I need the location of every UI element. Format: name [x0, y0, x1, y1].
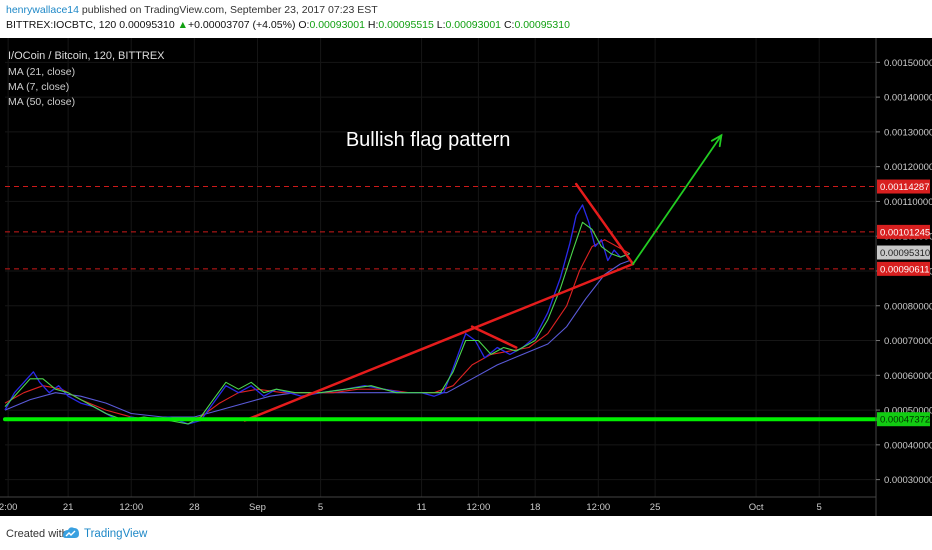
- x-tick-label: 12:00: [119, 502, 143, 513]
- x-tick-label: 12:00: [466, 502, 490, 513]
- open-label: O:: [298, 19, 310, 31]
- drawing-flag-pole-lower: [243, 262, 635, 422]
- x-tick-label: 25: [650, 502, 661, 513]
- forecast-arrowhead-icon: [710, 133, 723, 148]
- open-value: 0.00093001: [309, 19, 365, 31]
- last-price: 0.00095310: [119, 19, 175, 31]
- chart-footer: Created with TradingView: [0, 518, 932, 550]
- price-chart[interactable]: 0.00030000 0.00040000 0.00050000 0.00060000…: [0, 38, 932, 516]
- bullish-flag-annotation: Bullish flag pattern: [346, 129, 511, 151]
- price-level-badge-label: 0.00101245: [880, 227, 930, 238]
- time-axis[interactable]: 2:00 21 12:00 28 Sep 5 11 12:00 18 12:00 25 Oct 5: [0, 502, 822, 513]
- y-tick-label: 0.00060000: [884, 371, 932, 382]
- symbol-label: BITTREX:IOCBTC, 120: [6, 19, 117, 31]
- ohlc-line: BITTREX:IOCBTC, 120 0.00095310 ▲+0.00003…: [6, 19, 570, 31]
- price-level-badge-box: [877, 179, 930, 194]
- chart-legend: I/OCoin / Bitcoin, 120, BITTREX MA (21, …: [8, 50, 165, 108]
- chart-header: henrywallace14 published on TradingView.…: [0, 0, 932, 36]
- x-tick-label: 5: [817, 502, 822, 513]
- y-tick-label: 0.00030000: [884, 475, 932, 486]
- drawing-flag-upper-2: [574, 182, 635, 266]
- series-lines: [4, 204, 631, 425]
- y-tick-label: 0.00150000: [884, 58, 932, 69]
- x-tick-label: 2:00: [0, 502, 17, 513]
- x-tick-label: 11: [417, 502, 427, 513]
- price-level-lines: [5, 186, 876, 270]
- legend-ma7: MA (7, close): [8, 81, 69, 93]
- price-level-badge-box: [877, 261, 930, 276]
- y-tick-label: 0.00050000: [884, 406, 932, 417]
- created-with-label: Created with: [6, 528, 68, 540]
- drawing-tools: [3, 133, 878, 422]
- price-change: +0.00003707 (+4.05%): [188, 19, 296, 31]
- y-tick-label: 0.00080000: [884, 301, 932, 312]
- y-tick-label: 0.00070000: [884, 336, 932, 347]
- legend-ma21: MA (21, close): [8, 66, 75, 78]
- high-value: 0.00095515: [378, 19, 434, 31]
- series-line-ma7: [4, 221, 630, 425]
- support-price-badge-box: [877, 412, 930, 427]
- price-level-badge-label: 0.00114287: [880, 182, 930, 193]
- close-value: 0.00095310: [514, 19, 570, 31]
- published-text: published on TradingView.com, September …: [81, 4, 378, 16]
- x-tick-label: 18: [530, 502, 541, 513]
- x-tick-label: Sep: [249, 502, 266, 513]
- low-value: 0.00093001: [445, 19, 502, 31]
- y-tick-label: 0.00040000: [884, 440, 932, 451]
- drawing-forecast-arrow: [632, 134, 723, 265]
- chart-background: [0, 38, 932, 516]
- series-line-ma21: [4, 239, 631, 422]
- up-arrow-icon: ▲: [177, 19, 189, 31]
- x-tick-label: 21: [63, 502, 74, 513]
- price-level-badge-box: [877, 224, 930, 239]
- x-tick-label: Oct: [749, 502, 764, 513]
- y-tick-label: 0.00110000: [884, 197, 932, 208]
- close-label: C:: [503, 19, 515, 31]
- tradingview-brand-link[interactable]: TradingView: [84, 528, 148, 540]
- x-tick-label: 12:00: [586, 502, 610, 513]
- drawing-flag-upper-1: [470, 325, 518, 349]
- legend-title: I/OCoin / Bitcoin, 120, BITTREX: [8, 50, 165, 62]
- last-price-badge-label: 0.00095310: [880, 248, 930, 259]
- tradingview-logo-icon: [63, 527, 79, 538]
- y-tick-label: 0.00120000: [884, 162, 932, 173]
- support-price-badge-label: 0.00047372: [880, 415, 930, 426]
- legend-ma50: MA (50, close): [8, 96, 75, 108]
- y-tick-label: 0.00130000: [884, 127, 932, 138]
- x-tick-label: 5: [318, 502, 323, 513]
- x-tick-label: 28: [189, 502, 200, 513]
- publish-info: henrywallace14 published on TradingView.…: [6, 4, 378, 16]
- price-level-badge-label: 0.00090611: [880, 264, 930, 275]
- price-axis[interactable]: 0.00030000 0.00040000 0.00050000 0.00060000…: [876, 58, 932, 486]
- high-label: H:: [367, 19, 379, 31]
- low-label: L:: [436, 19, 446, 31]
- last-price-badge-box: [877, 245, 930, 260]
- author-link[interactable]: henrywallace14: [6, 4, 79, 16]
- y-tick-label: 0.00140000: [884, 93, 932, 104]
